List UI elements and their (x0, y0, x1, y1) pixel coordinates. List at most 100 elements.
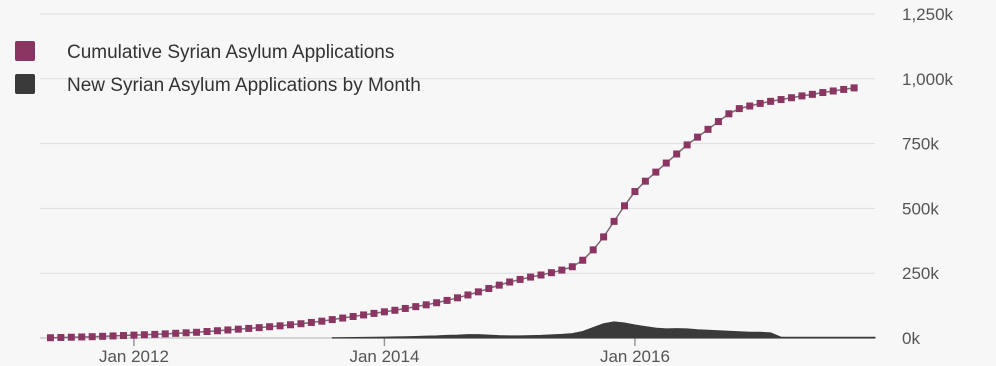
legend-label: Cumulative Syrian Asylum Applications (67, 42, 394, 63)
cumulative-data-point (725, 110, 733, 118)
cumulative-data-point (328, 316, 336, 324)
cumulative-data-point (161, 330, 169, 338)
cumulative-data-point (88, 333, 96, 341)
cumulative-data-point (318, 317, 326, 325)
cumulative-data-point (433, 299, 441, 307)
cumulative-data-point (568, 263, 576, 271)
cumulative-data-point (485, 284, 493, 292)
cumulative-data-point (673, 150, 681, 158)
legend: Cumulative Syrian Asylum Applications New… (15, 41, 421, 96)
cumulative-data-point (213, 327, 221, 335)
cumulative-data-point (537, 271, 545, 279)
cumulative-data-point (808, 90, 816, 98)
x-tick-label: Jan 2016 (600, 347, 670, 366)
cumulative-data-point (67, 333, 75, 341)
cumulative-data-point (57, 333, 65, 341)
cumulative-data-point (151, 330, 159, 338)
cumulative-data-point (234, 325, 242, 333)
cumulative-data-point (307, 318, 315, 326)
cumulative-data-point (840, 85, 848, 93)
cumulative-data-point (172, 329, 180, 337)
cumulative-data-point (850, 84, 858, 92)
legend-label: New Syrian Asylum Applications by Month (67, 75, 421, 96)
y-tick-label: 750k (902, 135, 939, 154)
cumulative-data-point (527, 273, 535, 281)
cumulative-data-point (547, 269, 555, 277)
cumulative-data-point (203, 328, 211, 336)
y-tick-label: 1,250k (902, 5, 954, 24)
cumulative-data-point (579, 256, 587, 264)
cumulative-data-point (600, 233, 608, 241)
cumulative-data-point (140, 331, 148, 339)
cumulative-data-point (777, 96, 785, 104)
cumulative-series (46, 84, 858, 342)
cumulative-data-point (370, 309, 378, 317)
cumulative-data-point (266, 323, 274, 331)
cumulative-data-point (245, 324, 253, 332)
cumulative-data-point (694, 133, 702, 141)
cumulative-data-point (495, 281, 503, 289)
cumulative-data-point (443, 296, 451, 304)
x-axis-tick-labels: Jan 2012 Jan 2014 Jan 2016 (99, 338, 670, 366)
cumulative-applications-line (50, 87, 855, 339)
cumulative-data-point (339, 314, 347, 322)
cumulative-data-point (788, 94, 795, 102)
cumulative-data-point (819, 89, 827, 97)
cumulative-data-point (46, 334, 54, 342)
y-tick-label: 0k (902, 329, 920, 348)
cumulative-data-point (829, 87, 837, 95)
y-tick-label: 500k (902, 199, 939, 218)
cumulative-data-point (652, 168, 660, 176)
cumulative-data-point (391, 306, 399, 314)
monthly-applications-area (331, 321, 876, 339)
cumulative-data-point (422, 301, 430, 309)
cumulative-data-point (756, 99, 764, 107)
cumulative-data-point (130, 331, 138, 339)
cumulative-data-point (360, 311, 368, 319)
cumulative-data-point (683, 141, 691, 149)
y-axis-tick-labels: 0k 250k 500k 750k 1,000k 1,250k (902, 5, 954, 348)
x-tick-label: Jan 2014 (349, 347, 419, 366)
cumulative-data-point (120, 332, 127, 340)
cumulative-data-point (297, 320, 305, 328)
cumulative-data-point (464, 291, 472, 299)
y-tick-label: 250k (902, 264, 939, 283)
y-tick-label: 1,000k (902, 70, 954, 89)
cumulative-data-point (631, 188, 639, 196)
cumulative-data-point (714, 118, 722, 126)
cumulative-data-point (662, 159, 670, 167)
cumulative-data-point (255, 324, 263, 332)
cumulative-data-point (558, 266, 566, 274)
cumulative-data-point (516, 275, 524, 283)
cumulative-data-point (589, 246, 597, 254)
cumulative-data-point (276, 322, 284, 330)
cumulative-data-point (182, 329, 190, 337)
cumulative-data-point (506, 278, 514, 286)
cumulative-data-point (746, 102, 754, 110)
cumulative-data-point (109, 332, 117, 340)
cumulative-data-point (798, 92, 806, 100)
cumulative-data-point (99, 332, 107, 340)
cumulative-data-point (610, 217, 618, 225)
monthly-series (331, 321, 876, 339)
x-tick-label: Jan 2012 (99, 347, 169, 366)
cumulative-data-point (735, 105, 743, 113)
cumulative-data-point (380, 308, 388, 316)
legend-item[interactable]: New Syrian Asylum Applications by Month (15, 74, 421, 96)
cumulative-data-point (641, 177, 649, 185)
cumulative-data-point (412, 303, 420, 311)
legend-swatch (15, 41, 35, 61)
cumulative-data-point (474, 288, 482, 296)
cumulative-data-point (287, 321, 294, 329)
cumulative-data-point (78, 333, 86, 341)
cumulative-data-point (454, 294, 461, 302)
cumulative-data-point (224, 326, 232, 334)
legend-swatch (15, 74, 35, 94)
legend-item[interactable]: Cumulative Syrian Asylum Applications (15, 41, 394, 63)
cumulative-data-point (621, 202, 628, 210)
cumulative-data-point (193, 328, 201, 336)
cumulative-data-point (401, 304, 409, 312)
cumulative-data-point (349, 312, 357, 320)
